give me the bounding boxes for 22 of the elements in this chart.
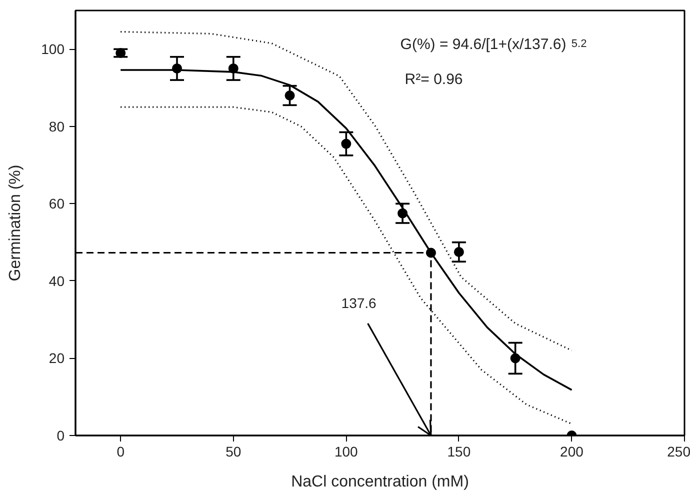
- y-tick-label: 40: [48, 272, 65, 289]
- point: [116, 48, 126, 58]
- y-tick-label: 80: [48, 118, 65, 134]
- line-series: [120, 30, 573, 352]
- annotation: G(%) = 94.6/[1+(x/137.6) 5.2: [400, 36, 587, 53]
- point: [284, 90, 295, 100]
- y-tick-label: 60: [48, 196, 65, 212]
- x-tick-label: 0: [116, 444, 125, 460]
- point: [454, 246, 464, 257]
- x-axis-title: NaCl concentration (mM): [291, 474, 469, 490]
- point: [341, 138, 352, 149]
- x-tick-label: 50: [226, 444, 242, 460]
- y-tick-label: 20: [48, 350, 65, 366]
- y-axis-title: Germination (%): [7, 164, 24, 282]
- y-tick-label: 0: [56, 428, 65, 444]
- annotation: R²= 0.96: [404, 70, 463, 88]
- x-tick-label: 150: [447, 444, 471, 460]
- x-tick-label: 200: [560, 444, 584, 460]
- annotation: 137.6: [341, 295, 377, 311]
- y-tick-label: 100: [41, 41, 65, 58]
- x-tick-label: 100: [334, 444, 358, 460]
- x-tick-label: 250: [667, 444, 690, 460]
